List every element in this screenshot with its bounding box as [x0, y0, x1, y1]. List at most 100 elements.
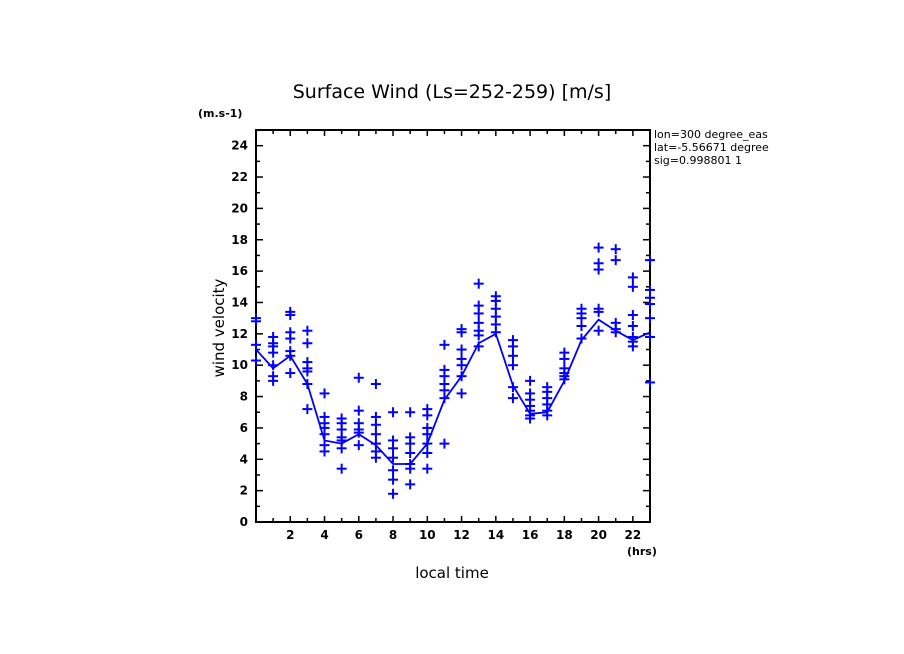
plus-marker [405, 448, 416, 459]
y-tick-label: 6 [240, 421, 248, 435]
x-tick-label: 22 [625, 528, 642, 542]
y-tick-label: 22 [231, 170, 248, 184]
x-tick-label: 4 [320, 528, 328, 542]
chart-title: Surface Wind (Ls=252-259) [m/s] [293, 81, 612, 103]
plus-marker [627, 321, 638, 331]
plus-marker [439, 339, 450, 350]
info-line-lat: lat=-5.56671 degree [654, 141, 769, 154]
plus-marker [405, 479, 416, 490]
plus-marker [473, 278, 484, 289]
x-tick-label: 16 [522, 528, 539, 542]
plus-marker [627, 272, 638, 283]
plus-marker [388, 452, 399, 463]
x-tick-label: 6 [355, 528, 363, 542]
plus-marker [319, 429, 330, 440]
x-tick-label: 14 [487, 528, 504, 542]
x-tick-label: 18 [556, 528, 573, 542]
plus-marker [559, 374, 570, 385]
plus-marker [627, 281, 638, 292]
plus-marker [319, 446, 330, 457]
plus-marker [302, 379, 313, 390]
plus-marker [507, 360, 518, 371]
plus-marker [610, 244, 621, 255]
plus-marker [559, 353, 570, 364]
plus-marker [422, 463, 433, 474]
plus-marker [490, 327, 501, 338]
x-tick-label: 20 [590, 528, 607, 542]
plus-marker [422, 410, 433, 421]
mean-line-group [255, 318, 651, 465]
plus-marker [285, 333, 296, 344]
plus-marker [627, 310, 638, 321]
plus-marker [456, 360, 467, 371]
info-line-lon: lon=300 degree_eas [654, 128, 768, 141]
y-tick-label: 16 [231, 264, 248, 278]
x-axis-label: local time [415, 564, 489, 582]
plus-marker [388, 488, 399, 499]
plus-marker [388, 407, 399, 418]
y-tick-label: 12 [231, 327, 248, 341]
plus-marker [251, 355, 261, 366]
plus-marker [353, 440, 364, 451]
plus-marker [610, 255, 621, 266]
y-tick-label: 2 [240, 484, 248, 498]
plus-marker [405, 407, 416, 418]
y-tick-label: 10 [231, 358, 248, 372]
plus-marker [610, 327, 621, 338]
plus-marker [302, 404, 313, 415]
x-tick-label: 12 [453, 528, 470, 542]
plus-marker [336, 443, 347, 454]
info-line-sig: sig=0.998801 1 [654, 154, 742, 167]
plus-marker [422, 429, 433, 440]
plus-marker [507, 382, 518, 393]
plus-marker [285, 368, 296, 379]
plus-marker [268, 347, 279, 358]
plus-marker [456, 327, 467, 338]
plus-marker [576, 333, 587, 344]
plus-marker [456, 388, 467, 399]
plus-marker [268, 360, 279, 371]
y-tick-label: 14 [231, 295, 248, 309]
y-tick-label: 4 [240, 452, 248, 466]
plus-marker [405, 438, 416, 449]
plus-marker [525, 413, 536, 424]
y-unit-label: (m.s-1) [198, 107, 242, 120]
plus-marker [353, 427, 364, 438]
plus-marker [422, 448, 433, 459]
plus-marker [353, 372, 364, 383]
plus-marker [370, 379, 381, 390]
plus-marker [422, 438, 433, 449]
plus-marker [473, 330, 484, 341]
y-tick-label: 8 [240, 390, 248, 404]
plus-marker [370, 429, 381, 440]
plus-marker [507, 350, 518, 361]
plus-marker [627, 341, 638, 352]
plus-marker [251, 316, 261, 327]
plus-marker [456, 371, 467, 382]
plus-marker [645, 313, 655, 324]
plus-marker [473, 341, 484, 352]
plus-marker [302, 325, 313, 336]
plus-marker [319, 388, 330, 399]
plus-marker [593, 306, 604, 317]
plus-marker [576, 321, 587, 331]
x-tick-label: 2 [286, 528, 294, 542]
plus-marker [593, 242, 604, 253]
plus-marker [645, 377, 655, 388]
marker-group [251, 242, 655, 499]
plus-marker [439, 393, 450, 404]
plus-marker [285, 310, 296, 321]
plus-marker [370, 452, 381, 463]
x-tick-label: 8 [389, 528, 397, 542]
info-mask [640, 128, 642, 172]
y-axis-label: wind velocity [210, 278, 228, 377]
plus-marker [405, 463, 416, 474]
plus-marker [542, 410, 553, 421]
y-tick-label: 24 [231, 139, 248, 153]
plus-marker [302, 338, 313, 349]
y-tick-label: 18 [231, 233, 248, 247]
plot-frame [255, 129, 651, 523]
plus-marker [336, 463, 347, 474]
plus-marker [388, 474, 399, 485]
